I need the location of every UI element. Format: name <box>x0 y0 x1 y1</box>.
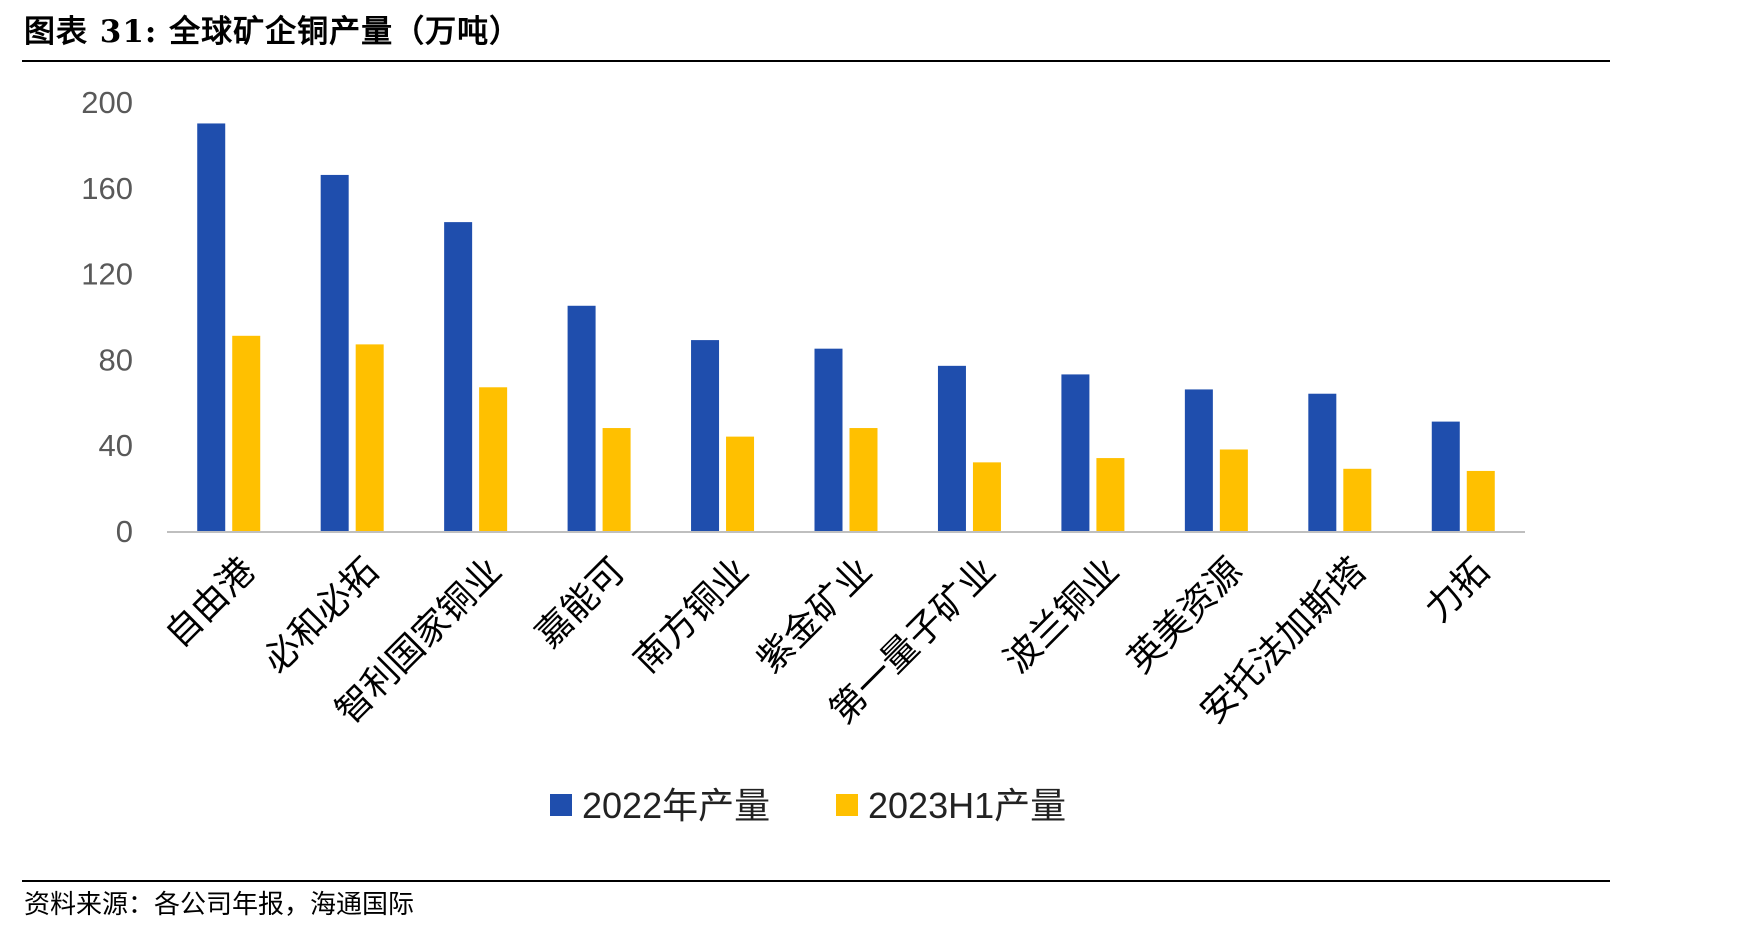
bar-series1 <box>937 365 966 531</box>
bar-series2 <box>726 436 755 531</box>
category-label: 南方铜业 <box>626 550 757 681</box>
category-label: 力拓 <box>1418 550 1498 630</box>
bar-series2 <box>355 344 384 531</box>
y-tick-label: 160 <box>81 171 133 206</box>
bar-series1 <box>567 305 596 531</box>
bar-series1 <box>320 174 349 531</box>
category-label: 波兰铜业 <box>996 550 1127 681</box>
bar-series1 <box>1308 393 1337 531</box>
bar-series1 <box>814 348 843 531</box>
bar-series2 <box>232 335 261 531</box>
bar-series1 <box>691 340 720 531</box>
y-tick-label: 120 <box>81 257 133 292</box>
category-label: 英美资源 <box>1120 550 1251 681</box>
legend-label: 2023H1产量 <box>868 785 1066 826</box>
bar-series1 <box>197 123 226 531</box>
bar-series1 <box>1184 389 1213 531</box>
bar-series1 <box>1061 374 1090 531</box>
y-axis: 0 40 80 120 160 200 <box>81 85 133 549</box>
bars <box>197 123 1495 531</box>
bar-series2 <box>1466 470 1495 531</box>
legend-swatch <box>836 794 858 816</box>
y-tick-label: 200 <box>81 85 133 120</box>
y-tick-label: 80 <box>99 342 133 377</box>
legend-label: 2022年产量 <box>582 785 770 826</box>
bar-series2 <box>479 387 508 531</box>
y-tick-label: 40 <box>99 428 133 463</box>
bar-series2 <box>1096 458 1125 531</box>
bar-series1 <box>444 222 473 531</box>
bar-series1 <box>1431 421 1460 531</box>
category-label: 嘉能可 <box>528 550 633 655</box>
bar-series2 <box>972 462 1001 531</box>
figure-title: 图表 31: 全球矿企铜产量（万吨） <box>24 14 522 50</box>
bar-series2 <box>1219 449 1248 531</box>
legend: 2022年产量 2023H1产量 <box>550 785 1066 826</box>
y-tick-label: 0 <box>116 514 133 549</box>
bottom-rule <box>22 880 1610 882</box>
category-label: 紫金矿业 <box>750 550 881 681</box>
source-note: 资料来源：各公司年报，海通国际 <box>24 890 415 920</box>
top-rule <box>22 60 1610 62</box>
category-label: 自由港 <box>158 550 263 655</box>
bar-series2 <box>1343 468 1372 531</box>
category-label: 必和必拓 <box>256 550 387 681</box>
bar-series2 <box>849 428 878 531</box>
legend-swatch <box>550 794 572 816</box>
bar-series2 <box>602 428 631 531</box>
